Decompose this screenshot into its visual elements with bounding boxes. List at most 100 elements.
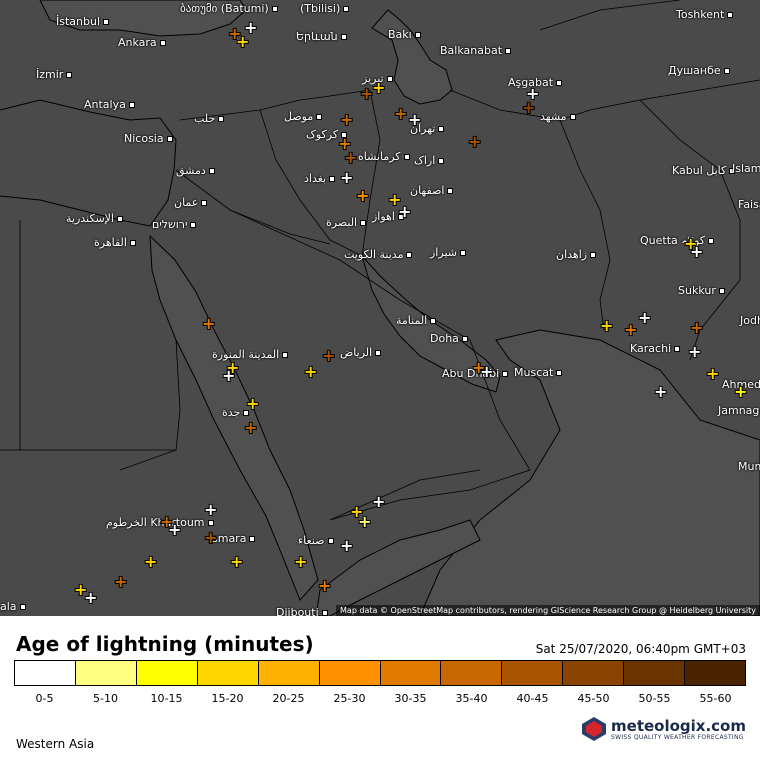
city-label-tbilisi: (Tbilisi): [300, 2, 352, 15]
city-marker-icon: [243, 410, 250, 416]
city-label-jodhpur: Jodh: [740, 314, 760, 327]
city-label-karachi: Karachi: [630, 342, 683, 355]
lightning-strike-icon: +: [318, 576, 332, 595]
city-marker-icon: [397, 214, 404, 220]
city-marker-icon: [727, 12, 734, 18]
city-marker-icon: [207, 520, 214, 526]
lightning-strike-icon: +: [340, 168, 354, 187]
lightning-strike-icon: +: [398, 202, 412, 221]
lightning-strike-icon: +: [394, 104, 408, 123]
city-label-kuwait: مدينة الكويت: [344, 248, 415, 261]
color-scale-labels: 0-5 5-10 10-15 15-20 20-25 25-30 30-35 35-40 40-…: [14, 692, 746, 705]
lightning-strike-icon: +: [230, 552, 244, 571]
city-marker-icon: [430, 318, 437, 324]
legend-label-30-35: 30-35: [394, 692, 427, 705]
legend-swatch-0-5: [15, 661, 76, 685]
lightning-strike-icon: +: [228, 24, 242, 43]
city-label-zahedan: زاهدان: [556, 248, 599, 261]
city-marker-icon: [447, 188, 454, 194]
city-label-asmara: smara: [212, 532, 258, 545]
city-marker-icon: [708, 238, 715, 244]
legend-label-5-10: 5-10: [93, 692, 118, 705]
legend-swatch-30-35: [380, 661, 442, 685]
city-marker-icon: [129, 240, 136, 246]
city-marker-icon: [340, 34, 347, 40]
city-marker-icon: [556, 370, 563, 376]
city-label-islamabad: Islam: [732, 162, 760, 175]
lightning-strike-icon: +: [480, 362, 494, 381]
city-marker-icon: [375, 350, 382, 356]
city-label-abudhabi: Abu Dhabi: [442, 367, 511, 380]
city-label-quetta: Quetta کوئٹہ: [640, 234, 717, 247]
city-label-riyadh: الرياض: [340, 346, 384, 359]
lightning-strike-icon: +: [472, 358, 486, 377]
city-label-basra: البصرة: [326, 216, 369, 229]
legend-swatch-10-15: [136, 661, 198, 685]
region-label: Western Asia: [16, 737, 95, 751]
city-label-ashgabat: Aşgabat: [508, 76, 565, 89]
city-label-mumbai: Mum: [738, 460, 760, 473]
city-label-ankara: Ankara: [118, 36, 169, 49]
city-label-kermanshah: کرمانشاه: [358, 150, 413, 163]
city-marker-icon: [360, 220, 367, 226]
brand-name: meteologix.com: [611, 716, 746, 735]
lightning-map[interactable]: İstanbul ბათუმი (Batumi) (Tbilisi) Ankara Եր…: [0, 0, 760, 616]
legend-label-20-25: 20-25: [272, 692, 305, 705]
brand-logo[interactable]: meteologix.com SWISS QUALITY WEATHER FOR…: [581, 714, 746, 744]
city-label-muscat: Muscat: [514, 366, 565, 379]
lightning-strike-icon: +: [204, 528, 218, 547]
lightning-strike-icon: +: [600, 316, 614, 335]
city-marker-icon: [674, 346, 681, 352]
lightning-strike-icon: +: [236, 32, 250, 51]
city-label-istanbul: İstanbul: [56, 15, 112, 28]
city-marker-icon: [166, 136, 173, 142]
lightning-strike-icon: +: [114, 572, 128, 591]
city-label-aleppo: حلب: [194, 112, 227, 125]
legend-swatch-20-25: [258, 661, 320, 685]
city-marker-icon: [103, 19, 110, 25]
city-label-batumi: ბათუმი (Batumi): [180, 2, 281, 15]
city-marker-icon: [386, 76, 393, 82]
lightning-strike-icon: +: [684, 234, 698, 253]
city-label-damascus: دمشق: [176, 164, 218, 177]
lightning-strike-icon: +: [168, 520, 182, 539]
legend-label-45-50: 45-50: [577, 692, 610, 705]
city-marker-icon: [208, 168, 215, 174]
city-label-alexandria: الإسكندرية: [66, 212, 126, 225]
lightning-strike-icon: +: [304, 362, 318, 381]
city-marker-icon: [729, 168, 736, 174]
legend-label-15-20: 15-20: [211, 692, 244, 705]
lightning-strike-icon: +: [624, 320, 638, 339]
city-marker-icon: [19, 604, 26, 610]
legend-swatch-50-55: [624, 661, 686, 685]
lightning-strike-icon: +: [526, 84, 540, 103]
city-label-amman: عمان: [174, 196, 210, 209]
city-label-tehran: تهران: [410, 122, 447, 135]
color-scale: [14, 660, 746, 686]
lightning-strike-icon: +: [322, 346, 336, 365]
lightning-strike-icon: +: [654, 382, 668, 401]
city-marker-icon: [128, 102, 135, 108]
city-marker-icon: [403, 154, 410, 160]
city-marker-icon: [461, 336, 468, 342]
city-label-sanaa: صنعاء: [298, 534, 337, 547]
city-label-medina: المدينة المنورة: [212, 348, 291, 361]
city-marker-icon: [505, 48, 512, 54]
lightning-strike-icon: +: [360, 84, 374, 103]
city-marker-icon: [218, 116, 225, 122]
map-attribution[interactable]: Map data © OpenStreetMap contributors, r…: [336, 605, 760, 616]
map-base: [0, 0, 760, 616]
city-marker-icon: [66, 72, 73, 78]
city-marker-icon: [159, 40, 166, 46]
lightning-strike-icon: +: [338, 134, 352, 153]
legend-label-25-30: 25-30: [333, 692, 366, 705]
city-marker-icon: [438, 126, 445, 132]
city-marker-icon: [329, 176, 336, 182]
city-label-antalya: Antalya: [84, 98, 138, 111]
city-marker-icon: [321, 610, 328, 616]
city-label-mosul: موصل: [284, 110, 325, 123]
city-label-baku: Bakı: [388, 28, 424, 41]
city-label-arak: اراک: [414, 154, 447, 167]
lightning-strike-icon: +: [356, 186, 370, 205]
city-marker-icon: [459, 250, 466, 256]
